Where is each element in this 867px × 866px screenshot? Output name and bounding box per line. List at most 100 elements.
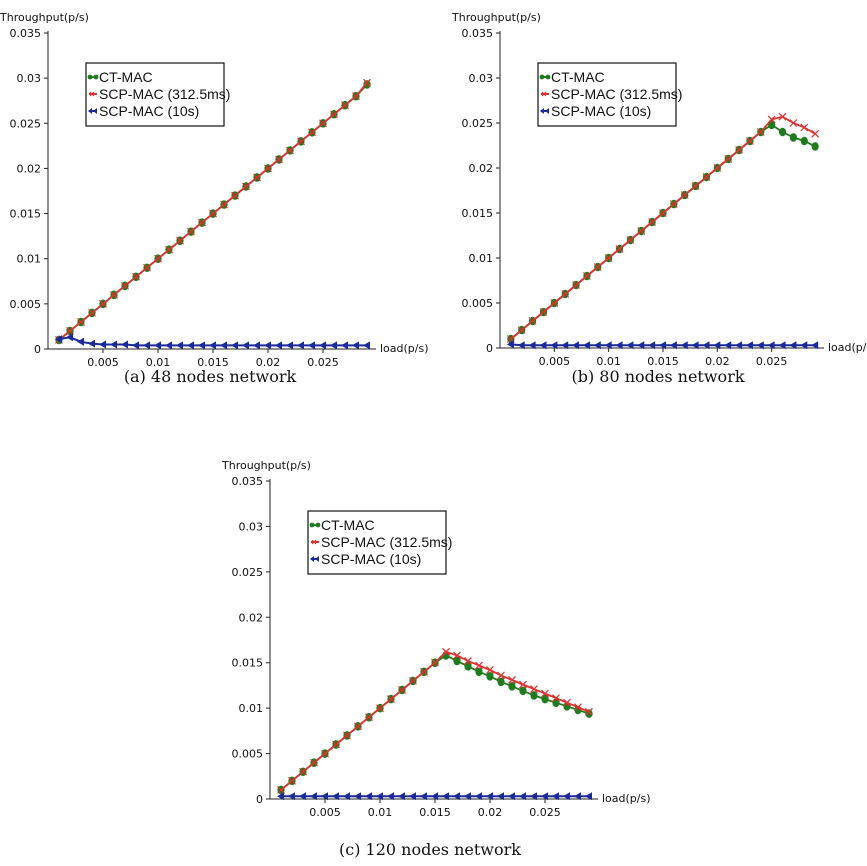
marker-stroke <box>264 164 272 173</box>
data-point-scp-mac-10s <box>680 341 688 350</box>
y-tick-label: 0 <box>256 793 263 806</box>
data-point-scp-mac-10s <box>55 335 62 344</box>
marker-stroke <box>176 236 184 245</box>
data-point-scp-mac-10s <box>659 341 666 350</box>
marker-stroke <box>398 686 406 694</box>
data-point-scp-mac-10s <box>508 792 515 801</box>
data-point-scp-mac-10s <box>143 341 150 350</box>
x-tick-label: 0.02 <box>478 806 503 819</box>
x-tick-label: 0.02 <box>705 355 730 368</box>
chart-caption: (c) 120 nodes network <box>339 840 521 859</box>
data-point-scp-mac-312-5ms <box>508 676 516 684</box>
data-point-scp-mac-10s <box>242 341 249 350</box>
data-point-scp-mac-10s <box>176 341 183 350</box>
data-point-scp-mac-312-5ms <box>789 119 798 127</box>
legend-label: SCP-MAC (10s) <box>99 103 199 119</box>
throughput-chart-80-nodes: 0 0.005 0.01 0.015 0.02 0.025 0.03 0.035 0.005 0.… <box>451 11 867 368</box>
marker-stroke <box>626 236 635 244</box>
data-point-scp-mac-312-5ms <box>330 110 338 119</box>
marker-stroke <box>341 101 349 110</box>
data-point-scp-mac-312-5ms <box>341 101 349 110</box>
marker-stroke <box>77 317 85 326</box>
data-point-scp-mac-10s <box>354 792 361 801</box>
data-point-scp-mac-10s <box>341 341 348 350</box>
data-point-scp-mac-10s <box>669 341 677 350</box>
marker-stroke <box>497 671 505 680</box>
y-tick-label: 0.015 <box>232 657 264 670</box>
data-point-scp-mac-10s <box>702 341 710 350</box>
data-point-scp-mac-10s <box>365 792 372 801</box>
data-point-scp-mac-312-5ms <box>165 245 173 254</box>
data-point-scp-mac-10s <box>517 341 525 350</box>
data-point-scp-mac-10s <box>506 340 514 349</box>
x-tick-label: 0.005 <box>539 355 571 368</box>
data-point-scp-mac-10s <box>585 792 592 801</box>
data-point-scp-mac-312-5ms <box>253 173 261 182</box>
legend-marker <box>311 539 317 545</box>
legend-marker <box>89 91 95 97</box>
marker-stroke <box>508 676 516 684</box>
legend-marker <box>315 556 319 562</box>
data-point-scp-mac-10s <box>648 341 656 350</box>
data-point-scp-mac-10s <box>363 341 370 350</box>
marker-stroke <box>680 191 689 199</box>
data-point-scp-mac-10s <box>767 341 775 350</box>
data-point-scp-mac-10s <box>376 792 383 801</box>
y-tick-label: 0.03 <box>239 520 264 533</box>
y-tick-label: 0.015 <box>10 208 42 221</box>
data-point-scp-mac-10s <box>745 341 753 350</box>
marker-stroke <box>132 272 140 281</box>
data-point-scp-mac-10s <box>539 341 547 350</box>
marker-stroke <box>519 680 527 689</box>
data-point-scp-mac-312-5ms <box>800 123 809 132</box>
x-tick-label: 0.015 <box>197 356 229 369</box>
marker-stroke <box>453 651 461 660</box>
marker-stroke <box>702 173 711 181</box>
marker-stroke <box>475 661 483 670</box>
marker-stroke <box>637 227 646 235</box>
data-point-scp-mac-10s <box>626 341 634 350</box>
marker-stroke <box>332 740 340 749</box>
marker-stroke <box>539 308 548 316</box>
data-point-scp-mac-312-5ms <box>583 272 591 280</box>
x-tick-label: 0.01 <box>596 355 621 368</box>
legend-marker <box>309 522 315 528</box>
data-point-scp-mac-312-5ms <box>297 137 305 146</box>
data-point-scp-mac-312-5ms <box>539 308 548 316</box>
y-tick-label: 0.03 <box>469 72 494 85</box>
data-point-scp-mac-312-5ms <box>585 707 593 716</box>
marker-stroke <box>308 128 316 137</box>
data-point-scp-mac-312-5ms <box>519 680 527 689</box>
marker-stroke <box>572 281 580 289</box>
marker-stroke <box>593 263 602 271</box>
chart-panel-80-nodes: 0 0.005 0.01 0.015 0.02 0.025 0.03 0.035 0.005 0.… <box>448 0 867 410</box>
data-point-scp-mac-10s <box>398 792 405 801</box>
data-point-scp-mac-312-5ms <box>110 290 118 299</box>
data-point-ct-mac <box>475 667 483 677</box>
legend-marker <box>541 91 547 97</box>
marker-stroke <box>121 281 129 290</box>
legend-box <box>307 510 447 575</box>
data-point-scp-mac-312-5ms <box>530 685 538 693</box>
data-point-scp-mac-10s <box>550 341 558 350</box>
data-point-scp-mac-312-5ms <box>593 263 602 271</box>
series-line-ct-mac <box>510 123 816 340</box>
legend-label: CT-MAC <box>551 69 605 85</box>
x-tick-label: 0.01 <box>146 356 171 369</box>
y-tick-label: 0.02 <box>17 162 42 175</box>
data-point-scp-mac-10s <box>321 792 328 801</box>
data-point-scp-mac-312-5ms <box>517 326 526 334</box>
data-point-scp-mac-10s <box>343 792 350 801</box>
marker-stroke <box>376 704 384 713</box>
y-tick-label: 0.025 <box>232 566 264 579</box>
y-tick-label: 0.025 <box>10 117 42 130</box>
data-point-scp-mac-10s <box>541 792 548 801</box>
marker-stroke <box>99 299 107 308</box>
data-point-scp-mac-10s <box>552 792 559 801</box>
marker-stroke <box>297 137 305 146</box>
data-point-ct-mac <box>464 662 472 671</box>
y-tick-label: 0.02 <box>469 162 494 175</box>
data-point-scp-mac-312-5ms <box>756 128 765 136</box>
data-point-scp-mac-10s <box>299 792 306 801</box>
data-point-scp-mac-312-5ms <box>550 299 559 307</box>
